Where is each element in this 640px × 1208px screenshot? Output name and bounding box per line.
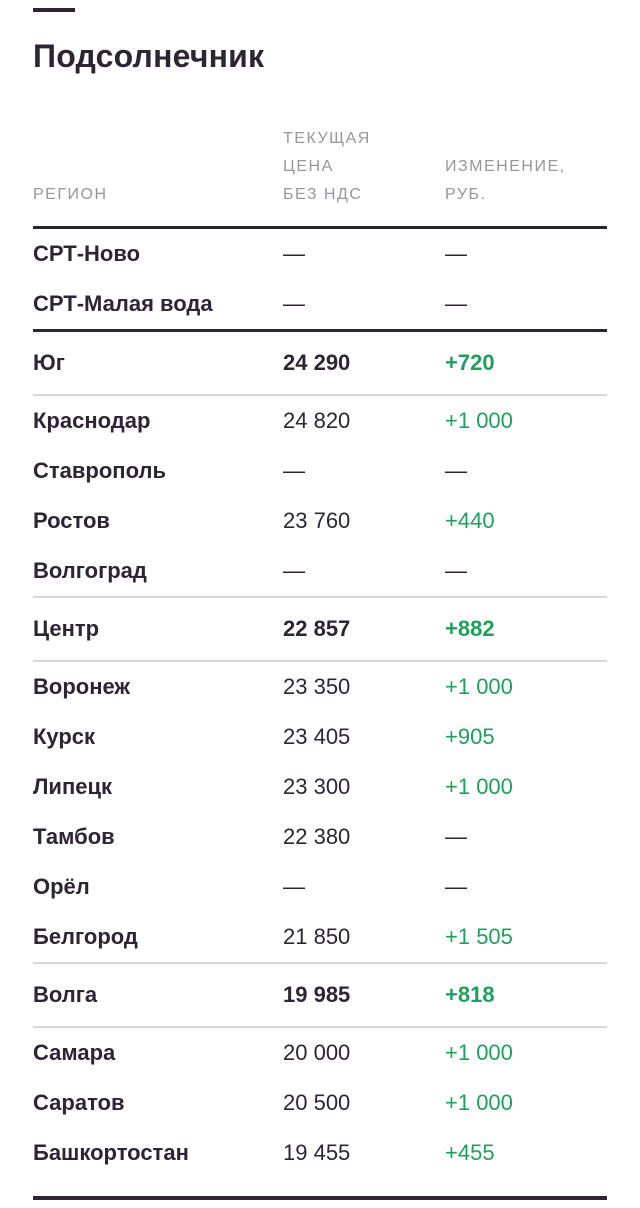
price-cell: 24 820 — [283, 408, 351, 433]
price-cell: 23 405 — [283, 724, 351, 749]
region-cell: Самара — [33, 1040, 116, 1065]
region-cell: Краснодар — [33, 408, 151, 433]
change-cell: +905 — [445, 724, 495, 749]
region-cell: Центр — [33, 597, 283, 662]
region-cell: Юг — [33, 330, 283, 396]
price-cell: — — [283, 241, 305, 266]
change-cell: +818 — [445, 963, 607, 1028]
change-cell: +882 — [445, 597, 607, 662]
region-cell: Волга — [33, 963, 283, 1028]
region-cell: Белгород — [33, 912, 283, 964]
table-row: Самара 20 000 +1 000 — [33, 1027, 607, 1078]
table-row: Белгород 21 850 +1 505 — [33, 912, 607, 964]
change-cell: — — [445, 279, 607, 332]
change-cell: +720 — [445, 330, 607, 396]
table-body: СРТ-Ново — — СРТ-Малая вода — — Юг 24 29… — [33, 228, 607, 1179]
price-cell: 23 300 — [283, 774, 351, 799]
table-row: Ростов 23 760 +440 — [33, 496, 607, 546]
region-cell: Воронеж — [33, 674, 131, 699]
table-row: Центр 22 857 +882 — [33, 597, 607, 662]
price-cell: 23 350 — [283, 674, 351, 699]
region-cell: Саратов — [33, 1090, 125, 1115]
price-cell: 23 760 — [283, 508, 351, 533]
change-cell: +1 000 — [445, 1090, 513, 1115]
region-cell: Ставрополь — [33, 458, 166, 483]
table-row: Башкортостан 19 455 +455 — [33, 1128, 607, 1178]
header-label-price: ТЕКУЩАЯ ЦЕНА БЕЗ НДС — [283, 130, 371, 203]
price-cell: 22 380 — [283, 824, 351, 849]
bottom-rule — [33, 1196, 607, 1200]
change-cell: +1 000 — [445, 674, 513, 699]
region-cell: Башкортостан — [33, 1140, 189, 1165]
region-cell: Ростов — [33, 508, 110, 533]
change-cell: +455 — [445, 1140, 495, 1165]
change-cell: +1 000 — [445, 1040, 513, 1065]
header-cell-change: ИЗМЕНЕНИЕ, РУБ. — [445, 125, 607, 229]
table-row: Тамбов 22 380 — — [33, 812, 607, 862]
header-label-change: ИЗМЕНЕНИЕ, РУБ. — [445, 158, 566, 203]
price-cell: 20 500 — [283, 1090, 351, 1115]
price-cell: 19 455 — [283, 1140, 351, 1165]
price-cell: — — [283, 279, 445, 332]
change-cell: — — [445, 874, 467, 899]
table-row: Волгоград — — — [33, 546, 607, 598]
table-row: Саратов 20 500 +1 000 — [33, 1078, 607, 1128]
table-row: СРТ-Малая вода — — — [33, 279, 607, 332]
region-cell: Волгоград — [33, 546, 283, 598]
table-row: Воронеж 23 350 +1 000 — [33, 661, 607, 712]
change-cell: — — [445, 546, 607, 598]
page-title: Подсолнечник — [33, 38, 265, 74]
region-cell: СРТ-Малая вода — [33, 279, 283, 332]
change-cell: +1 000 — [445, 774, 513, 799]
price-cell: 24 290 — [283, 330, 445, 396]
header-cell-price: ТЕКУЩАЯ ЦЕНА БЕЗ НДС — [283, 125, 445, 229]
price-cell: 19 985 — [283, 963, 445, 1028]
change-cell: +1 000 — [445, 408, 513, 433]
price-cell: — — [283, 546, 445, 598]
table-row: Краснодар 24 820 +1 000 — [33, 395, 607, 446]
header-label-region: РЕГИОН — [33, 186, 108, 203]
price-cell: — — [283, 458, 305, 483]
price-cell: 20 000 — [283, 1040, 351, 1065]
price-cell: 21 850 — [283, 912, 445, 964]
change-cell: — — [445, 458, 467, 483]
header-cell-region: РЕГИОН — [33, 125, 283, 229]
region-cell: Курск — [33, 724, 96, 749]
region-cell: Тамбов — [33, 824, 115, 849]
change-cell: +1 505 — [445, 912, 607, 964]
price-table: РЕГИОН ТЕКУЩАЯ ЦЕНА БЕЗ НДС ИЗМЕНЕНИЕ, Р… — [33, 125, 607, 1178]
table-row: Липецк 23 300 +1 000 — [33, 762, 607, 812]
table-header-row: РЕГИОН ТЕКУЩАЯ ЦЕНА БЕЗ НДС ИЗМЕНЕНИЕ, Р… — [33, 125, 607, 229]
table-row: Ставрополь — — — [33, 446, 607, 496]
table-row: Волга 19 985 +818 — [33, 963, 607, 1028]
table-row: Курск 23 405 +905 — [33, 712, 607, 762]
price-cell: 22 857 — [283, 597, 445, 662]
change-cell: +440 — [445, 508, 495, 533]
region-cell: Липецк — [33, 774, 113, 799]
accent-dash — [33, 8, 75, 12]
region-cell: Орёл — [33, 874, 90, 899]
table-row: СРТ-Ново — — — [33, 228, 607, 280]
price-cell: — — [283, 874, 305, 899]
table-row: Юг 24 290 +720 — [33, 330, 607, 396]
region-cell: СРТ-Ново — [33, 241, 141, 266]
change-cell: — — [445, 824, 467, 849]
table-row: Орёл — — — [33, 862, 607, 912]
change-cell: — — [445, 241, 467, 266]
